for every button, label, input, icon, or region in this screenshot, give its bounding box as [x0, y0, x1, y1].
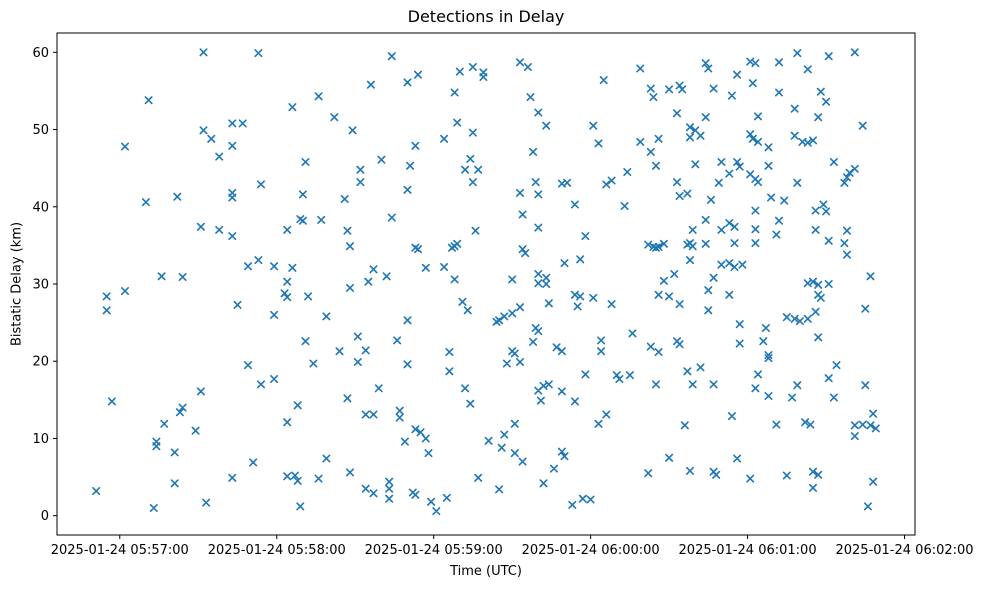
y-tick-label: 30 — [32, 278, 49, 293]
x-tick-label: 2025-01-24 06:00:00 — [522, 543, 660, 558]
x-axis-label: Time (UTC) — [450, 564, 522, 579]
y-tick-label: 50 — [32, 123, 49, 138]
y-tick-label: 0 — [41, 509, 49, 524]
y-tick-label: 10 — [32, 432, 49, 447]
x-tick-label: 2025-01-24 05:57:00 — [51, 543, 189, 558]
chart-title: Detections in Delay — [407, 7, 565, 26]
x-tick-label: 2025-01-24 06:01:00 — [679, 543, 817, 558]
scatter-points — [92, 48, 880, 516]
x-tick-label: 2025-01-24 05:58:00 — [208, 543, 346, 558]
y-tick-label: 40 — [32, 200, 49, 215]
y-tick-label: 20 — [32, 355, 49, 370]
y-tick-label: 60 — [32, 46, 49, 61]
x-tick-label: 2025-01-24 05:59:00 — [365, 543, 503, 558]
x-tick-label: 2025-01-24 06:02:00 — [835, 543, 973, 558]
axes-frame — [56, 32, 916, 536]
y-axis-label: Bistatic Delay (km) — [9, 221, 25, 347]
